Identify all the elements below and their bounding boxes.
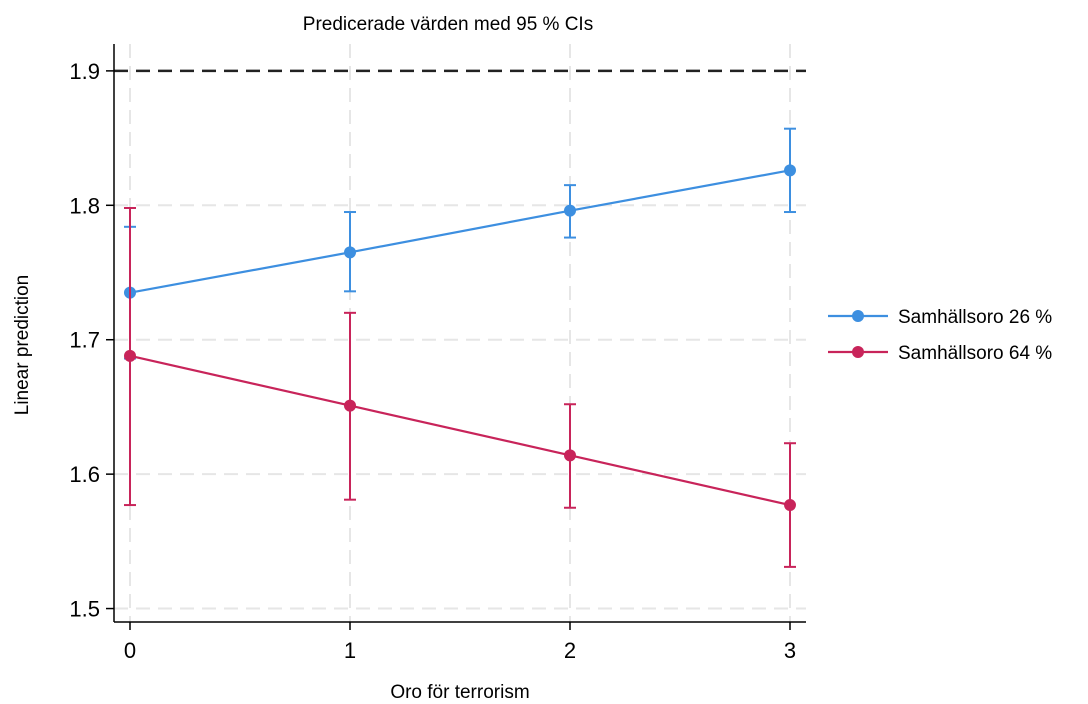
legend-marker xyxy=(852,310,864,322)
x-axis-label: Oro för terrorism xyxy=(390,682,529,703)
data-point xyxy=(564,204,576,217)
y-tick-label: 1.9 xyxy=(69,59,100,84)
chart-title: Predicerade värden med 95 % CIs xyxy=(303,14,593,35)
x-tick-label: 0 xyxy=(124,638,136,663)
grid xyxy=(114,44,806,622)
y-tick-label: 1.8 xyxy=(69,193,100,218)
data-point xyxy=(564,449,576,462)
x-tick-label: 1 xyxy=(344,638,356,663)
x-tick-label: 3 xyxy=(784,638,796,663)
legend-label: Samhällsoro 26 % xyxy=(898,307,1052,328)
data-point xyxy=(344,246,356,259)
x-tick-label: 2 xyxy=(564,638,576,663)
y-axis-label: Linear prediction xyxy=(12,275,33,415)
series-line xyxy=(129,169,791,294)
y-tick-label: 1.5 xyxy=(69,597,100,622)
y-tick-label: 1.7 xyxy=(69,328,100,353)
y-tick-label: 1.6 xyxy=(69,462,100,487)
data-point xyxy=(784,164,796,177)
data-point xyxy=(784,499,796,512)
data-point xyxy=(344,399,356,412)
series-line xyxy=(129,354,791,507)
legend: Samhällsoro 26 % Samhällsoro 64 % xyxy=(828,307,1052,364)
legend-item: Samhällsoro 26 % xyxy=(828,307,1052,328)
series-group xyxy=(124,127,796,568)
series-1 xyxy=(124,127,796,360)
axes: 1.5 1.6 1.7 1.8 1.9 0 1 2 3 xyxy=(69,44,806,663)
data-point xyxy=(124,349,136,362)
series-2 xyxy=(124,206,796,568)
legend-marker xyxy=(852,346,864,358)
legend-label: Samhällsoro 64 % xyxy=(898,343,1052,364)
legend-item: Samhällsoro 64 % xyxy=(828,343,1052,364)
